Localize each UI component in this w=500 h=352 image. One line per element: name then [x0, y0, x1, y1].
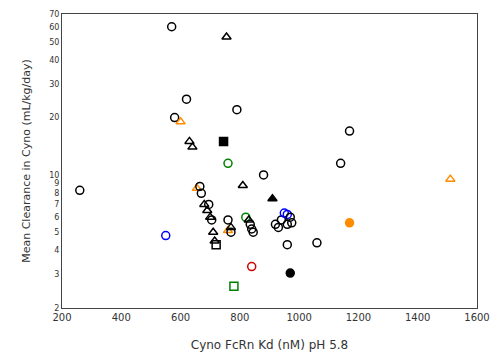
svg-text:9: 9 — [54, 179, 59, 188]
svg-text:2: 2 — [54, 304, 59, 313]
svg-text:8: 8 — [54, 189, 59, 198]
svg-text:1000: 1000 — [286, 312, 311, 323]
svg-text:5: 5 — [54, 228, 59, 237]
svg-text:7: 7 — [54, 200, 59, 209]
svg-text:3: 3 — [54, 270, 59, 279]
svg-text:4: 4 — [54, 246, 59, 255]
svg-text:1400: 1400 — [405, 312, 430, 323]
svg-text:600: 600 — [171, 312, 190, 323]
svg-text:50: 50 — [49, 38, 59, 47]
svg-text:200: 200 — [52, 312, 71, 323]
svg-text:Mean Clearance in Cyno (mL/kg/: Mean Clearance in Cyno (mL/kg/day) — [20, 59, 33, 263]
svg-text:60: 60 — [49, 23, 59, 32]
svg-text:400: 400 — [112, 312, 131, 323]
svg-text:70: 70 — [49, 10, 59, 19]
svg-text:Cyno FcRn Kd (nM) pH 5.8: Cyno FcRn Kd (nM) pH 5.8 — [191, 338, 348, 352]
svg-text:6: 6 — [54, 213, 59, 222]
svg-text:10: 10 — [49, 171, 59, 180]
svg-text:1600: 1600 — [464, 312, 489, 323]
svg-text:20: 20 — [49, 113, 59, 122]
svg-text:1200: 1200 — [346, 312, 371, 323]
svg-text:30: 30 — [49, 80, 59, 89]
svg-text:800: 800 — [230, 312, 249, 323]
svg-text:40: 40 — [49, 56, 59, 65]
